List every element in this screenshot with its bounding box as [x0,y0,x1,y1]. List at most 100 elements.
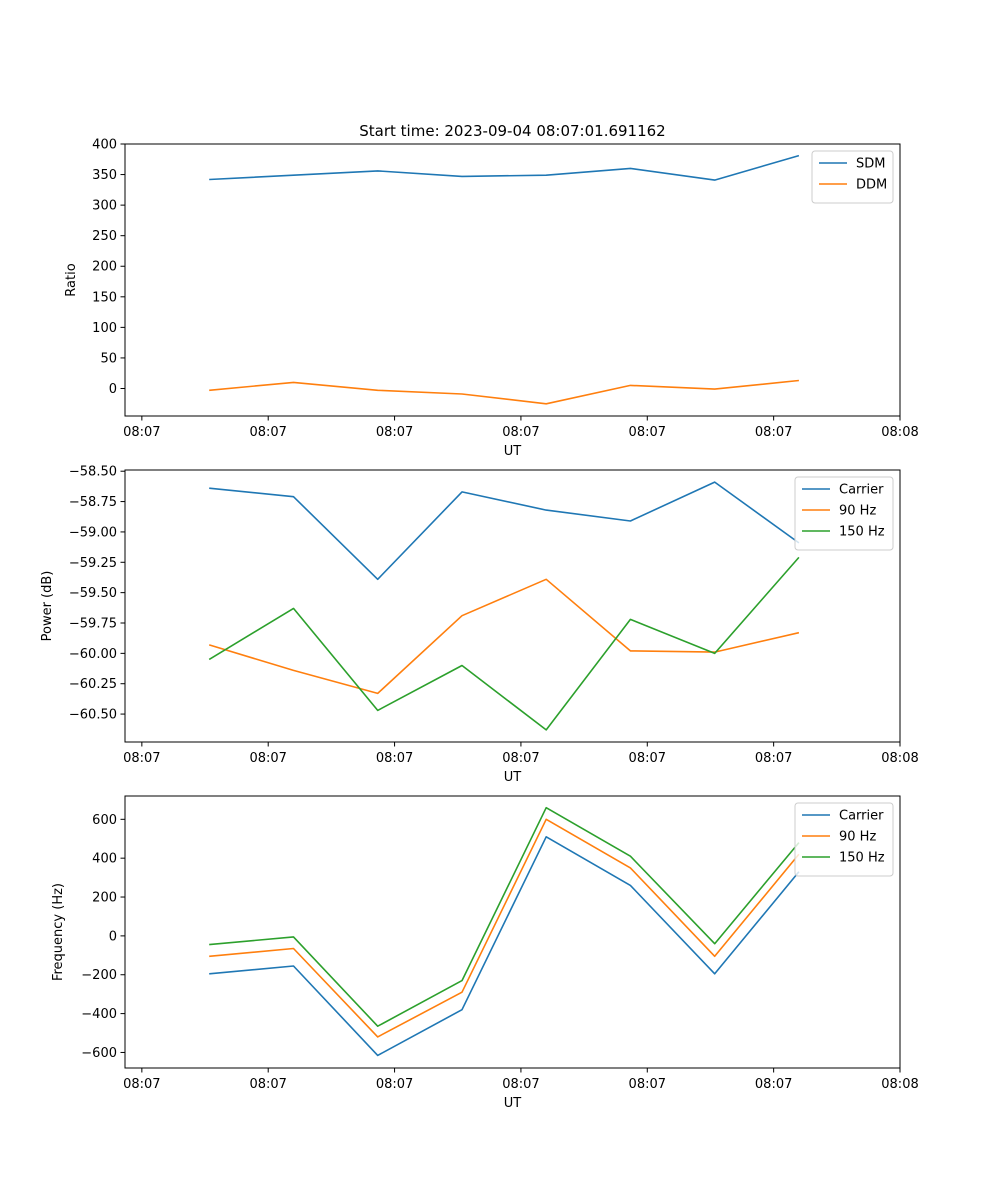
y-tick-label: −59.00 [69,525,117,540]
legend-label-150-hz: 150 Hz [839,851,885,866]
data-point-carrier-1 [207,972,211,976]
x-tick-label: 08:07 [755,1077,792,1092]
x-tick-label: 08:07 [249,425,286,440]
data-point-carrier-6 [628,519,632,523]
y-tick-label: −59.75 [69,617,117,632]
x-tick-label: 08:07 [629,425,666,440]
series-line-carrier [209,835,800,1057]
data-point-carrier-3 [376,1053,380,1057]
y-tick-label: −59.25 [69,556,117,571]
data-point-ddm-5 [544,402,548,406]
legend-label-90-hz: 90 Hz [839,504,876,519]
data-point-sdm-4 [460,174,464,178]
x-tick-label: 08:07 [123,751,160,766]
x-tick-label: 08:08 [881,1077,918,1092]
data-point-ddm-1 [207,388,211,392]
y-tick-label: 0 [109,382,117,397]
x-tick-label: 08:07 [376,751,413,766]
y-tick-label: 400 [92,852,117,867]
data-point-sdm-2 [292,173,296,177]
data-point-90-hz-1 [207,954,211,958]
y-tick-label: −60.00 [69,647,117,662]
x-axis-label: UT [504,1096,522,1111]
series-line-150-hz [209,806,800,1027]
y-axis-label: Power (dB) [40,571,55,642]
y-tick-label: 200 [92,891,117,906]
legend: Carrier 90 Hz 150 Hz [794,476,894,551]
data-point-carrier-2 [292,495,296,499]
x-tick-label: 08:07 [755,751,792,766]
series-line-sdm [209,154,800,181]
data-point-150-hz-6 [628,617,632,621]
data-point-150-hz-4 [460,664,464,668]
x-tick-label: 08:07 [502,425,539,440]
y-tick-label: −59.50 [69,586,117,601]
x-tick-label: 08:07 [629,751,666,766]
axes-frame [124,795,901,1069]
data-point-150-hz-2 [292,606,296,610]
data-point-ddm-8 [797,379,801,383]
y-tick-label: 150 [92,290,117,305]
data-point-150-hz-2 [292,935,296,939]
data-point-90-hz-4 [460,990,464,994]
data-point-carrier-4 [460,1008,464,1012]
data-point-150-hz-7 [713,651,717,655]
x-tick-label: 08:07 [755,425,792,440]
data-point-sdm-1 [207,178,211,182]
data-point-carrier-2 [292,964,296,968]
x-tick-label: 08:07 [502,751,539,766]
y-tick-label: 250 [92,229,117,244]
y-tick-label: 50 [100,351,117,366]
data-point-150-hz-3 [376,708,380,712]
x-tick-label: 08:08 [881,425,918,440]
legend-label-150-hz: 150 Hz [839,525,885,540]
y-tick-label: 0 [109,929,117,944]
data-point-sdm-3 [376,169,380,173]
x-axis-label: UT [504,444,522,459]
legend-box [811,150,894,204]
x-tick-label: 08:07 [249,751,286,766]
plot-panel-3: 08:07 08:07 08:07 08:07 08:07 08:07 08:08 −600 −… [51,795,919,1111]
data-point-sdm-6 [628,166,632,170]
chart-title: Start time: 2023-09-04 08:07:01.691162 [359,122,665,140]
data-point-90-hz-7 [713,954,717,958]
series-line-90-hz [209,818,800,1038]
y-axis-label: Frequency (Hz) [51,883,66,981]
data-point-90-hz-3 [376,1035,380,1039]
series-line-ddm [209,379,799,405]
data-point-90-hz-1 [207,643,211,647]
data-point-carrier-5 [544,835,548,839]
y-tick-label: 200 [92,260,117,275]
x-tick-label: 08:07 [123,425,160,440]
legend-label-sdm: SDM [856,157,885,172]
data-point-carrier-6 [628,883,632,887]
y-tick-label: 600 [92,813,117,828]
x-tick-label: 08:08 [881,751,918,766]
data-point-90-hz-5 [544,577,548,581]
data-point-150-hz-1 [207,657,211,661]
data-point-150-hz-3 [376,1024,380,1028]
data-point-carrier-3 [376,577,380,581]
data-point-90-hz-2 [292,947,296,951]
plot-panel-1: 08:07 08:07 08:07 08:07 08:07 08:07 08:08 0 50 10… [64,138,919,460]
x-tick-label: 08:07 [123,1077,160,1092]
x-tick-label: 08:07 [502,1077,539,1092]
data-point-carrier-1 [207,486,211,490]
y-tick-label: 400 [92,138,117,153]
y-tick-label: 300 [92,199,117,214]
legend: Carrier 90 Hz 150 Hz [794,802,894,877]
legend-label-carrier: Carrier [839,483,884,498]
data-point-150-hz-4 [460,979,464,983]
data-point-150-hz-1 [207,943,211,947]
legend-label-90-hz: 90 Hz [839,830,876,845]
x-tick-label: 08:07 [376,425,413,440]
y-tick-label: −600 [81,1046,117,1061]
series-line-carrier [209,481,800,581]
y-tick-label: −60.25 [69,677,117,692]
data-point-90-hz-8 [797,631,801,635]
legend-label-carrier: Carrier [839,809,884,824]
axes-frame [124,143,901,417]
x-axis-label: UT [504,770,522,785]
x-tick-label: 08:07 [376,1077,413,1092]
y-tick-label: −200 [81,968,117,983]
